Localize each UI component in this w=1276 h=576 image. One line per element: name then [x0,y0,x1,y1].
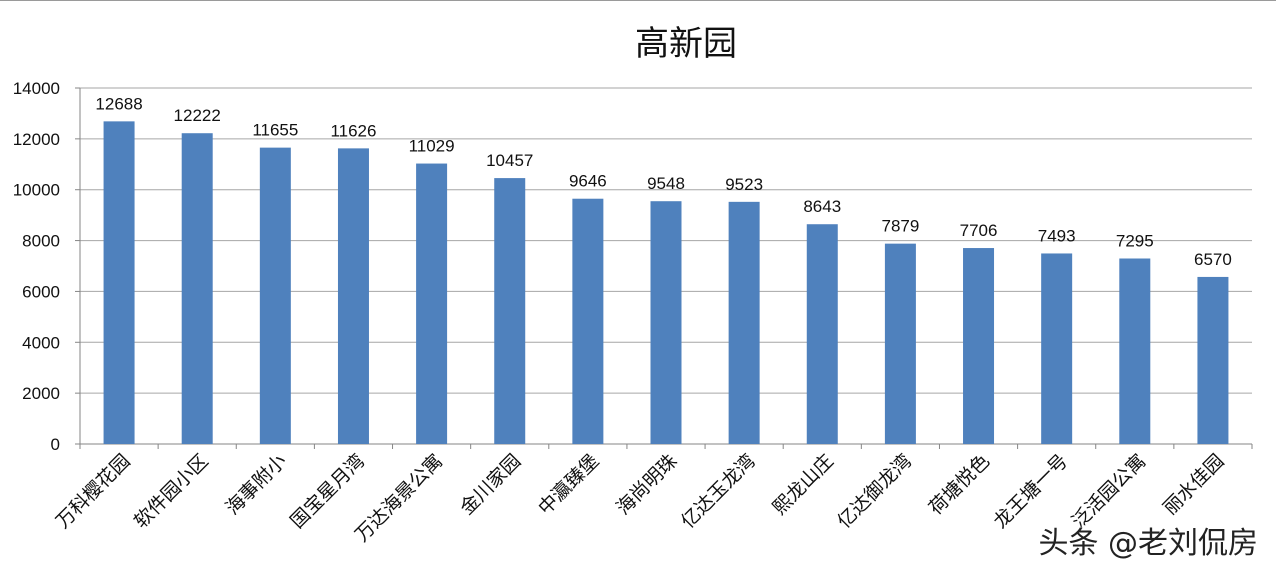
x-tick-label: 荷塘悦色 [925,450,994,519]
data-label: 11029 [409,137,455,156]
bar [650,201,682,444]
bar [1041,253,1073,444]
data-label: 12688 [95,94,142,113]
x-tick-label: 软件园小区 [130,450,213,533]
x-tick-label: 金川家园 [456,450,525,519]
bar [416,163,448,444]
data-label: 9646 [569,172,607,191]
y-axis-ticks: 0 2000 4000 6000 8000 10000 12000 14000 [13,79,60,454]
y-tick-label: 0 [51,435,60,454]
data-label: 7879 [881,217,919,236]
data-label: 11626 [330,121,376,140]
chart-title: 高新园 [635,24,737,64]
data-label: 7493 [1038,226,1076,245]
data-label: 12222 [174,106,221,125]
bar [572,198,604,444]
bar [728,201,760,444]
y-tick-label: 10000 [13,181,60,200]
bar [963,248,995,444]
bar [103,121,135,444]
data-label: 6570 [1194,250,1232,269]
x-tick-label: 亿达御龙湾 [833,450,916,533]
bar [259,147,291,444]
bar [1119,258,1151,444]
x-tick-label: 万科樱花园 [52,450,135,533]
x-tick-label: 亿达玉龙湾 [677,450,760,533]
x-tick-label: 海事附小 [222,450,291,519]
x-tick-label: 国宝星月湾 [286,450,369,533]
bar [494,178,526,444]
y-tick-label: 2000 [22,384,60,403]
watermark-text: 头条 @老刘侃房 [1038,526,1258,561]
data-label: 7706 [960,221,998,240]
bar [884,243,916,444]
data-label: 9548 [647,174,685,193]
data-label: 10457 [486,151,533,170]
y-tick-label: 12000 [13,130,60,149]
bar [337,148,369,444]
data-label: 11655 [252,121,298,140]
x-tick-label: 熙龙山庄 [768,450,837,519]
data-labels: 12688 12222 11655 11626 11029 10457 9646 9548 95… [95,94,1231,269]
y-tick-label: 8000 [22,232,60,251]
data-label: 7295 [1116,231,1154,250]
bar [1197,276,1229,444]
y-tick-label: 4000 [22,333,60,352]
x-tick-label: 中瀛臻堡 [533,449,603,519]
data-label: 8643 [803,197,841,216]
y-tick-label: 6000 [22,282,60,301]
bar [806,224,838,444]
x-tick-label: 丽水佳园 [1159,450,1228,519]
y-tick-label: 14000 [13,79,60,98]
bar [181,133,213,444]
data-label: 9523 [725,175,763,194]
bars [103,121,1229,444]
x-tick-label: 海尚明珠 [612,450,681,519]
